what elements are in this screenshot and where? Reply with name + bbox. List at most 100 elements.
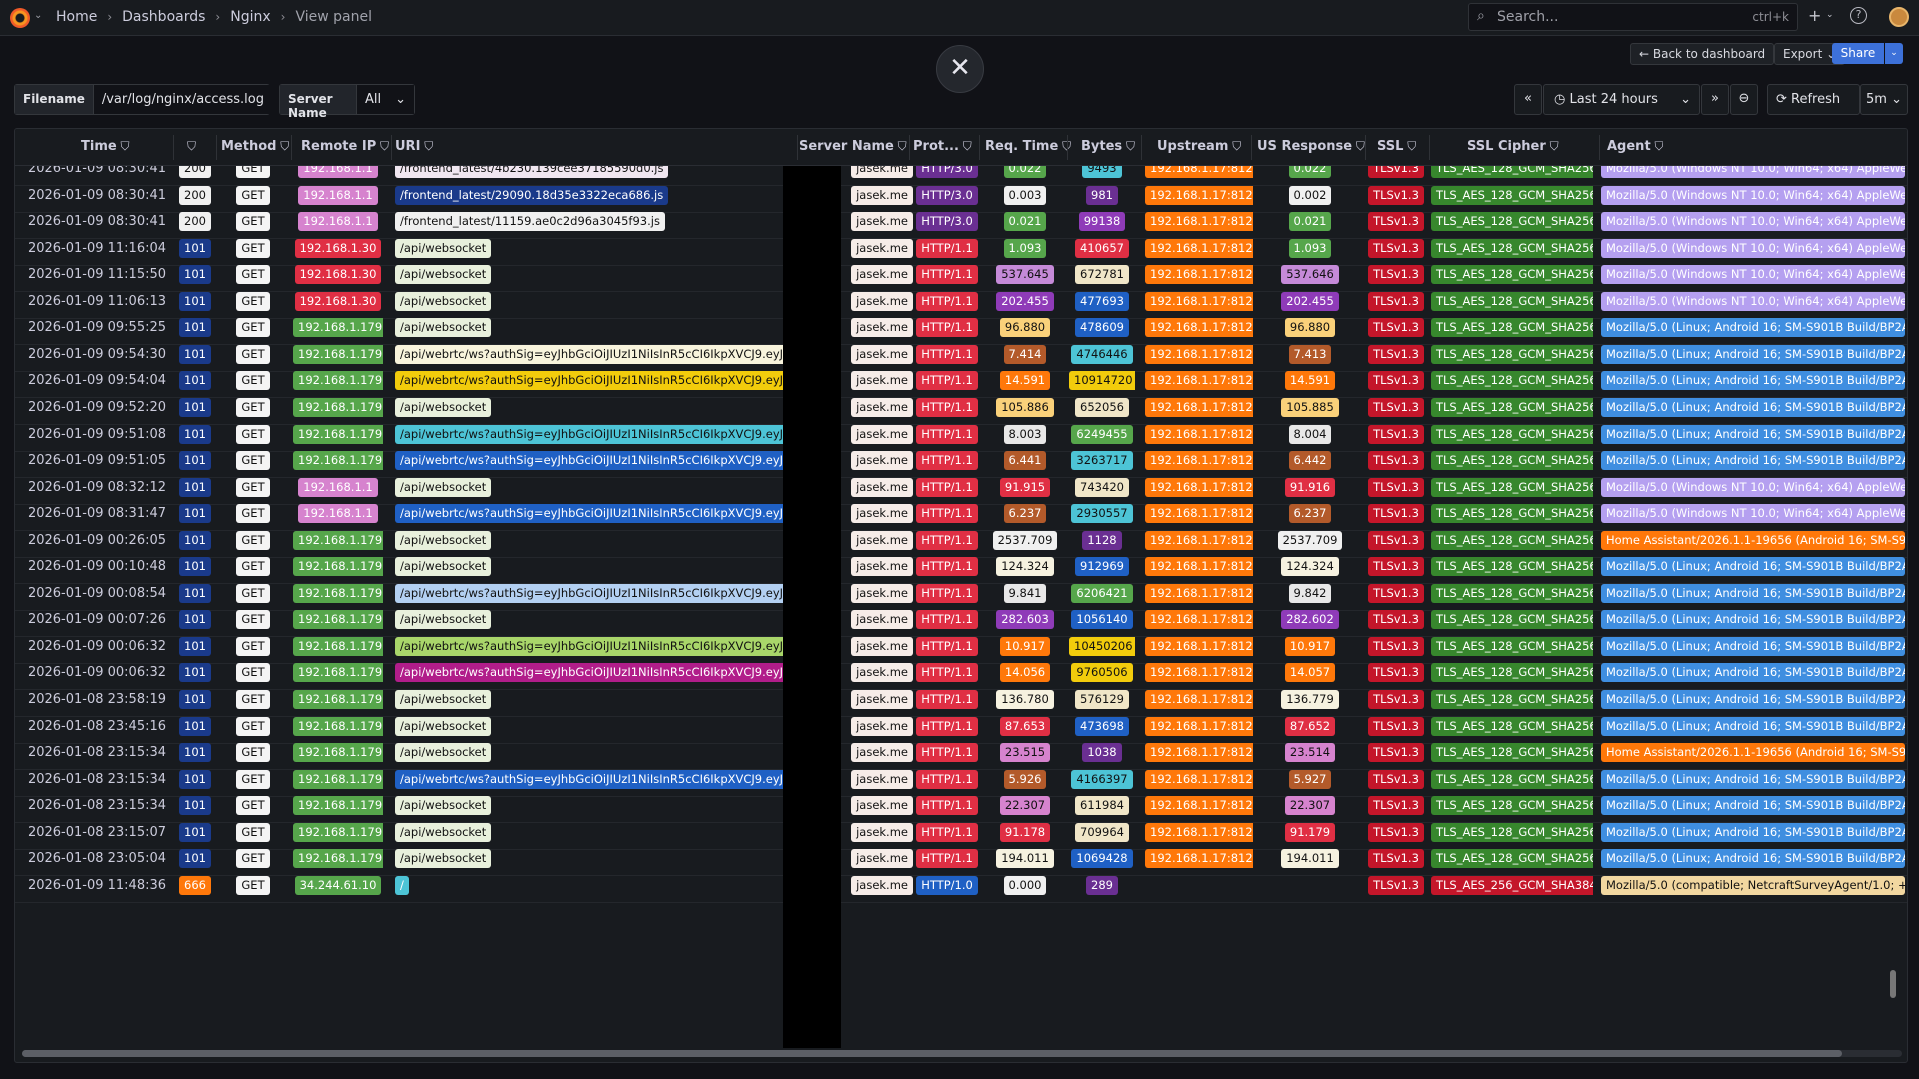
table-row[interactable]: 2026-01-09 09:54:30 101 GET 192.168.1.179/a… (15, 339, 1907, 372)
column-divider[interactable] (1365, 135, 1366, 160)
column-header-bytes[interactable]: Bytes ⛉ (1081, 139, 1135, 154)
share-dropdown-icon[interactable]: ⌄ (1885, 43, 1903, 64)
breadcrumb-dashboards[interactable]: Dashboards (122, 9, 206, 25)
avatar[interactable] (1889, 7, 1909, 27)
table-row[interactable]: 2026-01-09 00:08:54 101 GET 192.168.1.179/a… (15, 578, 1907, 611)
table-row[interactable]: 2026-01-09 11:15:50 101 GET 192.168.1.30/ap… (15, 259, 1907, 293)
server-name-select[interactable]: All ⌄ (356, 85, 414, 114)
column-divider[interactable] (216, 135, 217, 160)
column-divider[interactable] (1251, 135, 1252, 160)
time-range-picker[interactable]: ◷ Last 24 hours ⌄ (1543, 84, 1700, 115)
column-header-req-time[interactable]: Req. Time ⛉ (985, 139, 1071, 154)
table-row[interactable]: 2026-01-09 09:52:20 101 GET 192.168.1.179/a… (15, 392, 1907, 425)
refresh-interval-select[interactable]: 5m ⌄ (1860, 84, 1908, 115)
table-row[interactable]: 2026-01-09 11:06:13 101 GET 192.168.1.30/ap… (15, 286, 1907, 319)
column-header-ssl-cipher[interactable]: SSL Cipher ⛉ (1467, 139, 1559, 154)
column-divider[interactable] (797, 135, 798, 160)
filter-icon[interactable]: ⛉ (1228, 139, 1242, 153)
filter-icon[interactable]: ⛉ (893, 139, 907, 153)
search-input[interactable]: ⌕ Search... ctrl+k (1468, 3, 1798, 31)
table-row[interactable]: 2026-01-09 00:10:48 101 GET 192.168.1.179/a… (15, 551, 1907, 585)
filename-select[interactable]: /var/log/nginx/access.log⌄ (93, 85, 297, 114)
filter-icon[interactable]: ⛉ (420, 139, 434, 153)
filter-icon[interactable]: ⛉ (376, 139, 390, 153)
close-icon[interactable]: ✕ (936, 45, 984, 93)
column-divider[interactable] (909, 135, 910, 160)
column-divider[interactable] (391, 135, 392, 160)
back-to-dashboard-button[interactable]: ← Back to dashboard (1630, 43, 1775, 65)
table-row[interactable]: 2026-01-09 08:30:41 200 GET 192.168.1.1/fro… (15, 180, 1907, 213)
column-divider[interactable] (1067, 135, 1068, 160)
time-back-button[interactable]: « (1514, 84, 1542, 115)
table-row[interactable]: 2026-01-09 11:48:36 666 GET 34.244.61.10 / ja… (15, 870, 1907, 903)
chevron-down-icon[interactable]: ⌄ (34, 10, 43, 21)
table-row[interactable]: 2026-01-08 23:45:16 101 GET 192.168.1.179/a… (15, 711, 1907, 744)
filter-icon[interactable]: ⛉ (1352, 139, 1365, 153)
table-row[interactable]: 2026-01-08 23:05:04 101 GET 192.168.1.179/a… (15, 843, 1907, 877)
time-forward-button[interactable]: » (1701, 84, 1729, 115)
column-header-remote-ip[interactable]: Remote IP ⛉ (301, 139, 389, 154)
value-pill: TLSv1.3 (1368, 344, 1424, 364)
column-divider[interactable] (291, 135, 292, 160)
column-header-upstream[interactable]: Upstream ⛉ (1157, 139, 1241, 154)
export-button[interactable]: Export ⌄ (1774, 43, 1846, 65)
table-row[interactable]: 2026-01-09 08:31:47 101 GET 192.168.1.1/api… (15, 498, 1907, 532)
table-row[interactable]: 2026-01-09 11:16:04 101 GET 192.168.1.30/ap… (15, 233, 1907, 266)
filter-icon[interactable]: ⛉ (1403, 139, 1417, 153)
breadcrumb-nginx[interactable]: Nginx (230, 9, 271, 25)
table-row[interactable]: 2026-01-09 00:06:32 101 GET 192.168.1.179/a… (15, 631, 1907, 664)
horizontal-scrollbar[interactable] (22, 1050, 1902, 1057)
share-button[interactable]: Share (1832, 43, 1884, 64)
help-icon[interactable]: ? (1850, 7, 1867, 24)
add-icon[interactable]: + (1808, 6, 1822, 25)
refresh-button[interactable]: ⟳ Refresh (1767, 84, 1860, 115)
vertical-scrollbar[interactable] (1890, 970, 1896, 998)
table-row[interactable]: 2026-01-09 00:07:26 101 GET 192.168.1.179/a… (15, 604, 1907, 638)
filter-icon[interactable]: ⛉ (1650, 139, 1664, 153)
column-header-status[interactable]: ⛉ (187, 139, 196, 154)
column-header-method[interactable]: Method ⛉ (221, 139, 289, 154)
filter-icon[interactable]: ⛉ (187, 139, 197, 153)
column-divider[interactable] (1599, 135, 1600, 160)
column-divider[interactable] (1141, 135, 1142, 160)
filename-variable[interactable]: Filename /var/log/nginx/access.log⌄ (14, 84, 297, 115)
filter-icon[interactable]: ⛉ (958, 139, 972, 153)
table-row[interactable]: 2026-01-08 23:15:34 101 GET 192.168.1.179/a… (15, 737, 1907, 771)
table-row[interactable]: 2026-01-09 09:51:08 101 GET 192.168.1.179/a… (15, 419, 1907, 452)
column-header-ssl[interactable]: SSL ⛉ (1377, 139, 1416, 154)
server-name-variable[interactable]: Server Name All ⌄ (279, 84, 415, 120)
column-divider[interactable] (979, 135, 980, 160)
zoom-out-button[interactable]: ⊖ (1730, 84, 1758, 115)
table-row[interactable]: 2026-01-09 08:32:12 101 GET 192.168.1.1/api… (15, 472, 1907, 505)
filter-icon[interactable]: ⛉ (1545, 139, 1559, 153)
filter-icon[interactable]: ⛉ (116, 139, 130, 153)
table-row[interactable]: 2026-01-09 08:30:41 200 GET 192.168.1.1/fro… (15, 206, 1907, 240)
grafana-logo-icon[interactable] (10, 8, 30, 28)
column-header-time[interactable]: Time ⛉ (81, 139, 130, 154)
cell-bytes: 672781 (1069, 265, 1135, 286)
chevron-down-icon[interactable]: ⌄ (1826, 10, 1834, 20)
table-row[interactable]: 2026-01-08 23:58:19 101 GET 192.168.1.179/a… (15, 684, 1907, 717)
column-header-prot[interactable]: Prot... ⛉ (913, 139, 972, 154)
table-row[interactable]: 2026-01-08 23:15:34 101 GET 192.168.1.179/a… (15, 790, 1907, 824)
scrollbar-thumb[interactable] (22, 1050, 1842, 1057)
table-row[interactable]: 2026-01-09 09:55:25 101 GET 192.168.1.179/a… (15, 312, 1907, 346)
table-row[interactable]: 2026-01-09 00:26:05 101 GET 192.168.1.179/a… (15, 525, 1907, 558)
table-row[interactable]: 2026-01-08 23:15:34 101 GET 192.168.1.179/a… (15, 764, 1907, 797)
column-header-server-name[interactable]: Server Name ⛉ (799, 139, 907, 154)
column-header-uri[interactable]: URI ⛉ (395, 139, 433, 154)
breadcrumb-home[interactable]: Home (56, 9, 98, 25)
value-pill: GET (236, 875, 270, 895)
filter-icon[interactable]: ⛉ (1122, 139, 1135, 153)
table-row[interactable]: 2026-01-08 23:15:07 101 GET 192.168.1.179/a… (15, 817, 1907, 850)
filter-icon[interactable]: ⛉ (1058, 139, 1072, 153)
column-header-us-response[interactable]: US Response ⛉ (1257, 139, 1365, 154)
value-pill: /api/websocket (395, 318, 492, 338)
filter-icon[interactable]: ⛉ (276, 139, 290, 153)
table-row[interactable]: 2026-01-09 00:06:32 101 GET 192.168.1.179/a… (15, 657, 1907, 691)
table-row[interactable]: 2026-01-09 09:51:05 101 GET 192.168.1.179/a… (15, 445, 1907, 479)
column-header-agent[interactable]: Agent ⛉ (1607, 139, 1663, 154)
table-row[interactable]: 2026-01-09 09:54:04 101 GET 192.168.1.179/a… (15, 365, 1907, 399)
column-divider[interactable] (173, 135, 174, 160)
column-divider[interactable] (1429, 135, 1430, 160)
